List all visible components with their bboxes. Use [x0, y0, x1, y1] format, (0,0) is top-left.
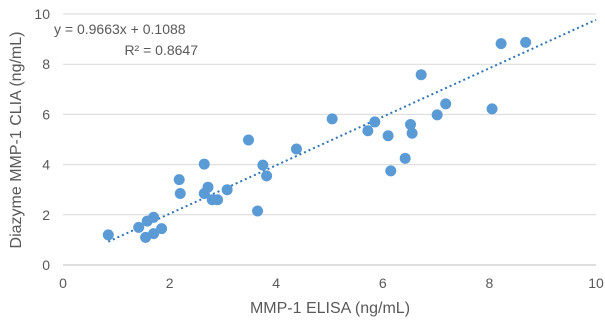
- scatter-point: [415, 69, 427, 81]
- scatter-point: [431, 109, 443, 121]
- scatter-point: [382, 130, 394, 142]
- scatter-point: [156, 223, 168, 235]
- trendline: [107, 18, 597, 243]
- scatter-point: [148, 211, 160, 223]
- x-tick-label: 0: [59, 275, 67, 291]
- scatter-point: [148, 228, 160, 240]
- y-tick-label: 2: [42, 207, 50, 223]
- scatter-point: [133, 221, 145, 233]
- trendline-group: [107, 18, 597, 243]
- x-tick-label: 6: [379, 275, 387, 291]
- y-tick-label: 6: [42, 106, 50, 122]
- scatter-point: [173, 174, 185, 186]
- scatter-point: [440, 98, 452, 110]
- scatter-point: [385, 165, 397, 177]
- scatter-point: [252, 205, 264, 217]
- scatter-point: [406, 127, 418, 139]
- scatter-point: [495, 38, 507, 50]
- scatter-point: [520, 36, 532, 48]
- y-tick-label: 8: [42, 56, 50, 72]
- x-tick-label: 8: [486, 275, 494, 291]
- x-axis-title: MMP-1 ELISA (ng/mL): [250, 300, 410, 317]
- scatter-point: [198, 158, 210, 170]
- scatter-point: [405, 118, 417, 130]
- scatter-point: [257, 159, 269, 171]
- x-tick-label: 2: [166, 275, 174, 291]
- trendline-equation: y = 0.9663x + 0.1088: [54, 21, 186, 37]
- scatter-point: [486, 103, 498, 115]
- scatter-point: [212, 194, 224, 206]
- scatter-point: [399, 152, 411, 164]
- trendline-r-squared: R² = 0.8647: [124, 42, 198, 58]
- scatter-point: [261, 170, 273, 182]
- y-tick-label: 0: [42, 257, 50, 273]
- scatter-point: [174, 187, 186, 199]
- x-tick-label: 10: [588, 275, 604, 291]
- axes: 0 2 4 6 8 10 0 2 4 6 8 10: [34, 6, 604, 291]
- scatter-point: [290, 143, 302, 155]
- y-tick-label: 4: [42, 157, 50, 173]
- scatter-point: [369, 116, 381, 128]
- y-axis-title: Diazyme MMP-1 CLIA (ng/mL): [8, 32, 25, 249]
- scatter-point: [362, 125, 374, 137]
- scatter-point: [326, 113, 338, 125]
- scatter-point: [202, 181, 214, 193]
- labels: y = 0.9663x + 0.1088 R² = 0.8647 MMP-1 E…: [8, 21, 410, 317]
- x-tick-label: 4: [272, 275, 280, 291]
- y-tick-label: 10: [34, 6, 50, 22]
- scatter-point: [242, 134, 254, 146]
- scatter-point: [221, 184, 233, 196]
- scatter-point: [102, 229, 114, 241]
- data-points: [102, 36, 532, 243]
